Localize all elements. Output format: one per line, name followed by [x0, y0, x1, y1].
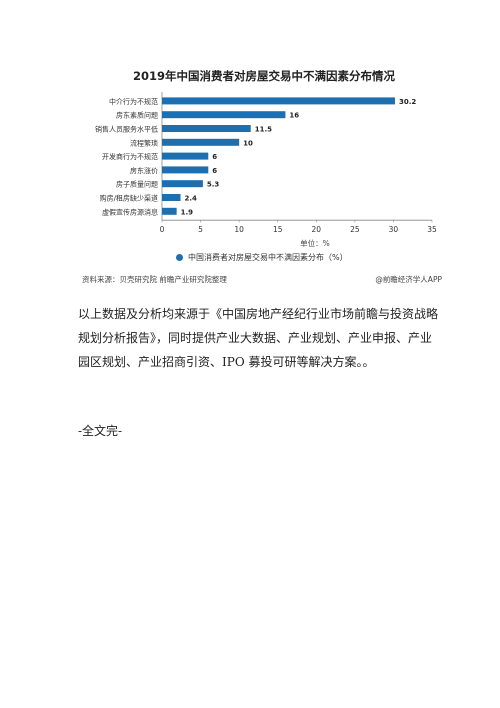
chart-title: 2019年中国消费者对房屋交易中不满因素分布情况 — [132, 69, 395, 83]
x-tick-label: 0 — [160, 225, 165, 234]
legend-swatch — [176, 253, 183, 261]
credit-note: @前瞻经济学人APP — [375, 275, 442, 284]
data-label: 6 — [212, 167, 217, 175]
end-mark: -全文完- — [78, 424, 123, 438]
category-label: 房东素质问题 — [116, 111, 158, 120]
data-label: 16 — [289, 112, 299, 120]
body-paragraph: 以上数据及分析均来源于《中国房地产经纪行业市场前瞻与投资战略规划分析报告》，同时… — [78, 307, 439, 369]
x-tick-label: 25 — [350, 225, 360, 234]
data-label: 30.2 — [399, 98, 416, 106]
bar — [162, 152, 209, 160]
source-note: 资料来源：贝壳研究院 前瞻产业研究院整理 — [82, 275, 227, 284]
data-label: 5.3 — [207, 181, 220, 189]
bar — [162, 207, 177, 215]
x-axis-label: 单位：% — [300, 238, 330, 248]
category-label: 流程繁琐 — [130, 138, 158, 147]
category-label: 房东涨价 — [130, 166, 158, 175]
bar — [162, 166, 209, 174]
x-tick-label: 30 — [389, 225, 399, 234]
category-label: 中介行为不规范 — [109, 97, 158, 106]
category-label: 开发商行为不规范 — [102, 152, 158, 161]
data-label: 11.5 — [255, 126, 272, 134]
bar — [162, 125, 251, 132]
data-label: 1.9 — [181, 208, 194, 216]
category-label: 购房/租房缺少渠道 — [100, 194, 158, 203]
category-label: 销售人员服务水平低 — [95, 125, 158, 134]
category-label: 虚假宣传房源消息 — [102, 207, 158, 216]
data-label: 2.4 — [185, 195, 198, 203]
x-tick-label: 20 — [312, 225, 322, 234]
bar — [162, 194, 181, 201]
chart-legend: 中国消费者对房屋交易中不满因素分布（%） — [176, 250, 426, 264]
x-tick-label: 35 — [427, 225, 437, 234]
legend-label: 中国消费者对房屋交易中不满因素分布（%） — [188, 252, 348, 262]
bar — [162, 111, 286, 119]
data-label: 6 — [212, 153, 217, 161]
bar — [162, 97, 395, 105]
category-label: 房子质量问题 — [116, 180, 158, 189]
data-label: 10 — [243, 139, 253, 147]
bar-chart: 中介行为不规范 30.2 房东素质问题 16 销售人员服务水平低 11.5 流程繁琐 10 开发… — [95, 92, 437, 248]
x-tick-label: 15 — [273, 225, 283, 234]
bar — [162, 180, 203, 188]
x-tick-label: 10 — [234, 225, 244, 234]
chart-figure: 2019年中国消费者对房屋交易中不满因素分布情况 中介行为不规范 30.2 房东素质… — [78, 52, 450, 292]
x-tick-label: 5 — [198, 225, 203, 234]
bar — [162, 138, 240, 146]
